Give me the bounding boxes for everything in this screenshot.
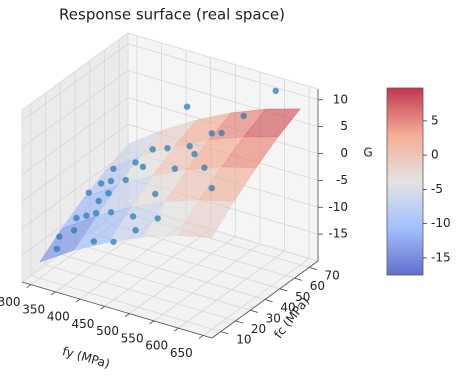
x-tick-label: 600 [145, 339, 168, 353]
grid-line [21, 43, 129, 122]
colorbar-tick-label: 0 [431, 148, 439, 162]
x-tick-label: 300 [0, 295, 21, 309]
x-tick [100, 306, 105, 310]
data-point [208, 185, 215, 192]
y-tick [279, 288, 288, 292]
data-point [83, 212, 90, 219]
x-axis-label: fy (MPa) [61, 344, 112, 371]
x-tick [198, 335, 204, 339]
data-point [105, 190, 112, 197]
grid-line [21, 97, 129, 175]
z-tick-label: -10 [328, 200, 348, 214]
data-point [73, 214, 80, 222]
axes: 30035040045050055060065010203040506070-1… [0, 89, 348, 360]
colorbar-tick-label: -10 [431, 216, 451, 230]
grid-line [30, 275, 221, 332]
x-tick [149, 320, 155, 325]
surface-patch [177, 199, 235, 238]
data-point [149, 146, 156, 153]
colorbar-tick-label: -5 [431, 182, 443, 196]
z-tick-label: 0 [340, 146, 348, 160]
data-point [132, 159, 139, 166]
data-point [110, 238, 117, 246]
data-point [272, 87, 279, 95]
data-point [201, 164, 208, 171]
y-tick [235, 320, 244, 324]
z-tick-label: -5 [336, 173, 348, 187]
grid-line [60, 253, 251, 311]
data-point [218, 129, 225, 137]
data-point [154, 215, 161, 222]
y-tick-label: 60 [310, 279, 325, 293]
y-tick-label: 30 [266, 311, 281, 325]
z-tick-label: 5 [340, 119, 348, 133]
y-tick-label: 70 [325, 269, 340, 283]
z-tick-label: -15 [328, 227, 348, 241]
x-tick-label: 650 [170, 346, 193, 360]
grid-line [45, 264, 236, 322]
data-point [97, 180, 105, 187]
x-tick [50, 291, 56, 296]
data-point [208, 130, 215, 137]
data-point [70, 227, 78, 234]
z-axis-label: G [363, 146, 372, 160]
data-point [129, 213, 137, 220]
y-tick-label: 20 [251, 322, 266, 336]
y-tick-label: 40 [280, 301, 295, 315]
data-point [107, 209, 115, 216]
colorbar-tick-label: 5 [431, 113, 439, 127]
chart-title: Response surface (real space) [59, 6, 285, 24]
x-tick-label: 500 [96, 324, 119, 338]
data-point [93, 210, 100, 217]
x-tick [75, 298, 81, 303]
x-tick-label: 400 [47, 310, 70, 324]
data-point [95, 197, 102, 205]
data-point [191, 150, 198, 158]
y-tick-label: 10 [236, 333, 251, 347]
data-point [53, 245, 61, 253]
data-point [164, 145, 171, 152]
grid-line [21, 124, 129, 202]
data-point [132, 227, 139, 234]
data-point [152, 190, 159, 198]
x-tick [174, 327, 179, 332]
x-tick-label: 550 [121, 331, 144, 345]
y-tick [309, 267, 317, 271]
x-tick [124, 313, 130, 318]
data-point [139, 163, 147, 170]
points [53, 87, 279, 253]
y-axis-line [211, 260, 319, 339]
data-point [183, 103, 191, 110]
grid-line [89, 232, 280, 290]
grid-line [127, 43, 319, 101]
grid-line [21, 70, 129, 148]
data-point [56, 233, 63, 240]
y-tick [220, 331, 229, 335]
y-tick-label: 50 [295, 290, 310, 304]
y-tick [264, 299, 273, 303]
data-point [110, 165, 117, 172]
x-tick-label: 350 [22, 302, 45, 316]
data-point [122, 176, 129, 184]
data-point [85, 189, 93, 196]
grid-line [21, 150, 129, 229]
data-point [107, 177, 115, 185]
colorbar [386, 87, 424, 276]
x-tick-label: 450 [71, 317, 94, 331]
colorbar-ticks: -15 -10 -5 0 5 [423, 113, 451, 264]
surface [39, 108, 301, 263]
y-tick [294, 277, 303, 281]
colorbar-tick-label: -15 [431, 250, 451, 264]
data-point [240, 112, 247, 120]
z-tick-label: 10 [333, 92, 348, 106]
x-axis-line [21, 281, 213, 339]
data-point [90, 238, 98, 245]
data-point [186, 143, 193, 150]
grid-line [74, 243, 266, 300]
data-point [171, 165, 179, 172]
y-tick [250, 309, 258, 313]
x-tick [26, 284, 32, 289]
